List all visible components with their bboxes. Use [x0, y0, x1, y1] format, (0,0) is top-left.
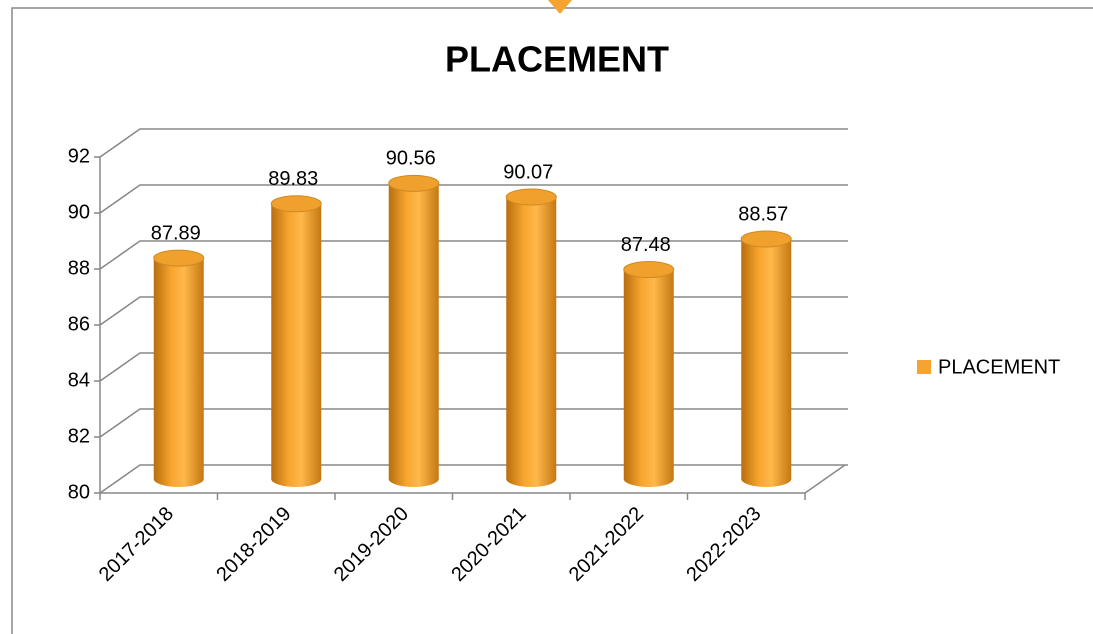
y-tick-label: 80 — [68, 481, 90, 503]
grid-line — [99, 464, 848, 494]
bar — [623, 269, 674, 487]
grid-line — [99, 352, 848, 382]
chart-title: PLACEMENT — [445, 39, 669, 80]
y-tick-label: 84 — [68, 369, 90, 391]
bar — [153, 258, 204, 487]
bar-top — [740, 230, 792, 248]
bar-top — [623, 261, 675, 279]
data-label: 90.07 — [503, 161, 553, 183]
data-label: 87.48 — [621, 234, 671, 256]
bar — [388, 183, 439, 487]
y-tick-label: 90 — [68, 201, 90, 223]
y-tick-label: 82 — [68, 425, 90, 447]
bar-top — [270, 195, 322, 213]
y-tick-label: 86 — [68, 313, 90, 335]
grid-line — [99, 408, 848, 438]
y-tick-label: 92 — [68, 145, 90, 167]
data-label: 90.56 — [386, 148, 436, 170]
bar-top — [153, 249, 205, 267]
data-label: 88.57 — [738, 203, 788, 225]
bar — [506, 197, 557, 488]
data-label: 87.89 — [151, 222, 201, 244]
bar-top — [505, 188, 557, 206]
grid-line — [99, 240, 848, 270]
legend-label: PLACEMENT — [938, 356, 1060, 378]
floor-edge — [804, 464, 846, 494]
data-label: 89.83 — [268, 168, 318, 190]
grid-line — [99, 128, 848, 158]
bar — [741, 239, 792, 487]
bar — [271, 203, 322, 487]
bar-top — [388, 174, 440, 192]
handle — [548, 0, 572, 14]
grid-line — [99, 184, 848, 214]
legend-swatch — [917, 360, 931, 374]
grid-line — [99, 296, 848, 326]
y-tick-label: 88 — [68, 257, 90, 279]
